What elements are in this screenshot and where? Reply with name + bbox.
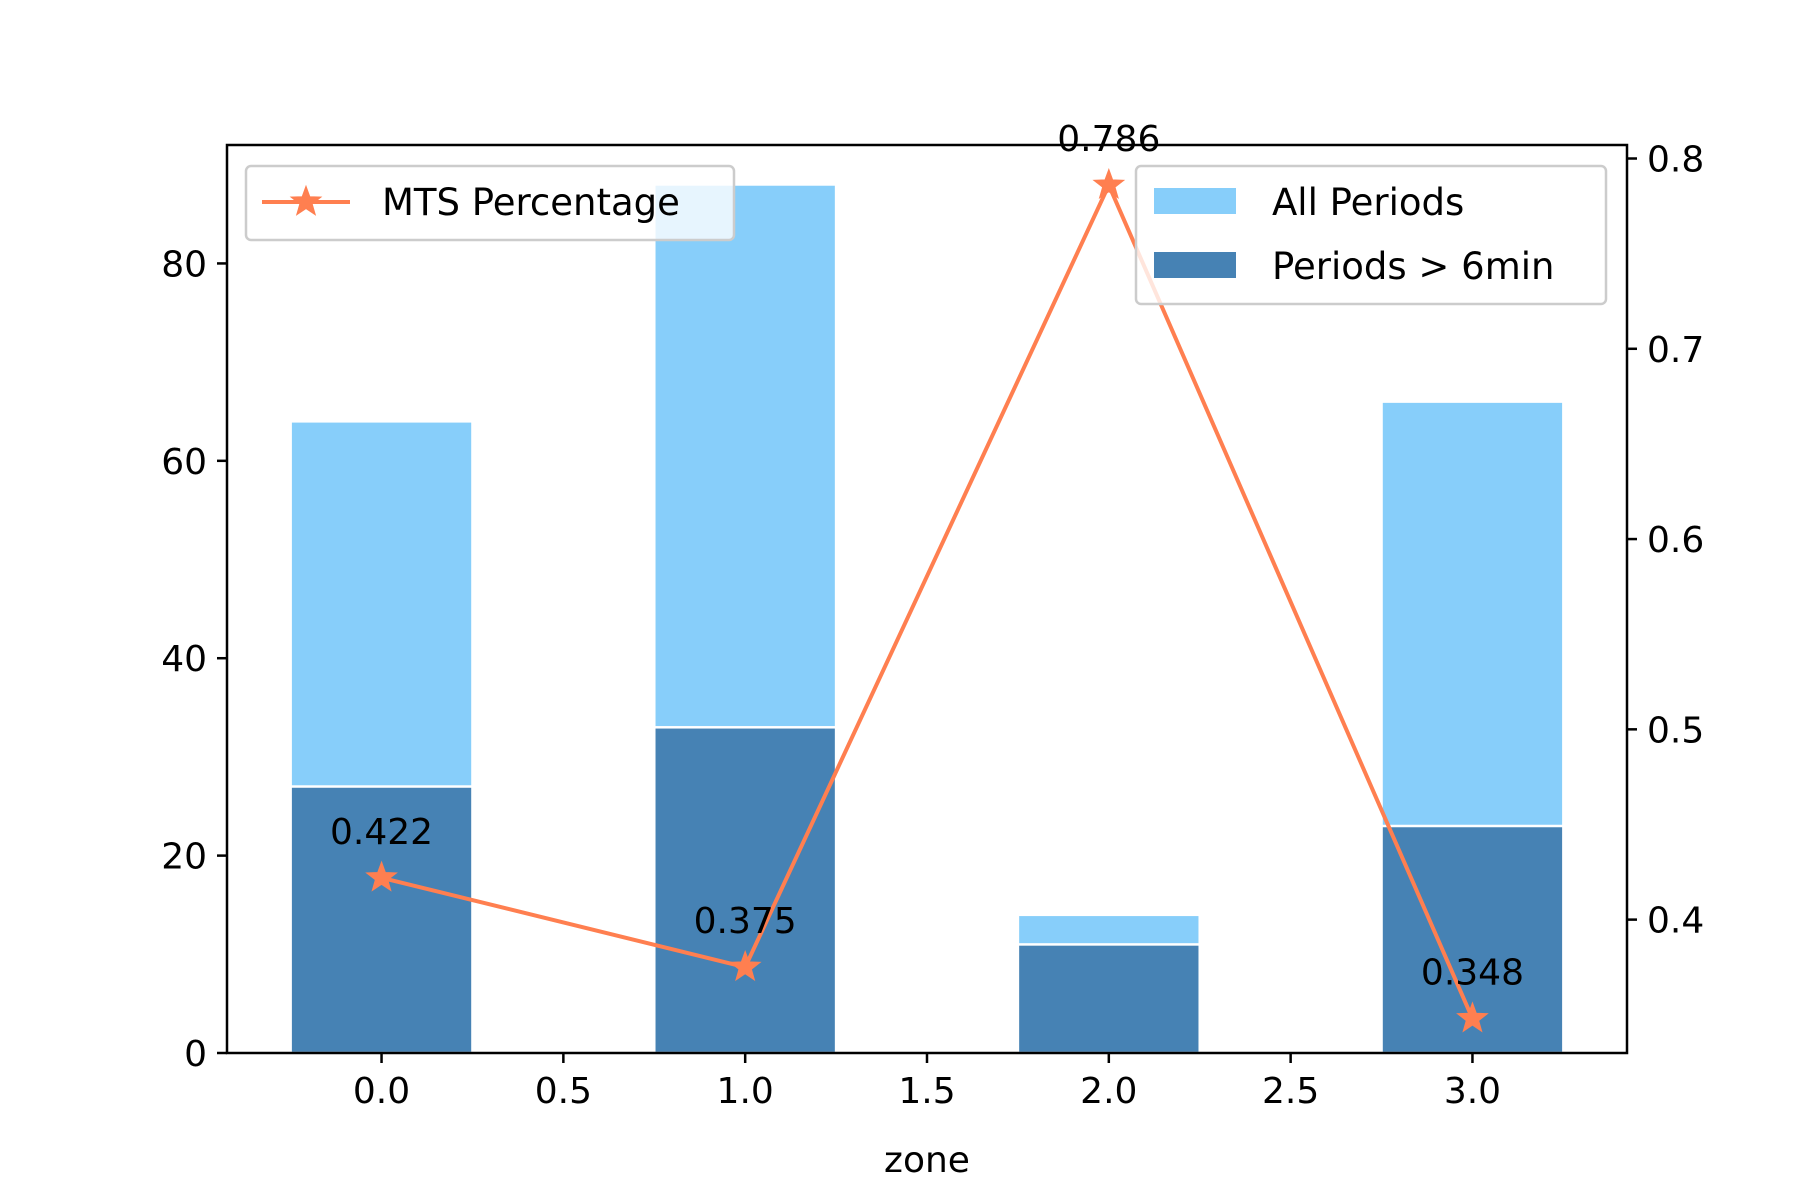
y-axis-right: 0.4 0.5 0.6 0.7 0.8 (1627, 140, 1704, 942)
data-labels: 0.422 0.375 0.786 0.348 (330, 119, 1524, 993)
bar-periods-over-6min-1 (653, 726, 838, 1055)
x-tick-label-3: 1.5 (898, 1071, 955, 1112)
y-axis-left: 0 20 40 60 80 (161, 244, 227, 1075)
y2-tick-label-0: 0.4 (1647, 901, 1704, 942)
bars-layer (289, 183, 1565, 1055)
mts-percentage-point-3 (1456, 1001, 1489, 1033)
y-tick-label-1: 20 (161, 837, 207, 878)
y-tick-label-3: 60 (161, 442, 207, 483)
x-axis-title: zone (884, 1140, 970, 1181)
mts-percentage-label-0: 0.422 (330, 812, 433, 853)
legend-swatch-all-periods (1154, 188, 1236, 214)
y-tick-label-4: 80 (161, 244, 207, 285)
legend-swatch-periods-over-6min (1154, 252, 1236, 278)
legend-label-all-periods: All Periods (1272, 181, 1464, 224)
y-tick-label-0: 0 (184, 1034, 207, 1075)
x-tick-label-6: 3.0 (1444, 1071, 1501, 1112)
y-tick-label-2: 40 (161, 639, 207, 680)
bar-periods-over-6min-2 (1016, 943, 1201, 1055)
legend-star-icon (289, 184, 323, 216)
mts-percentage-point-2 (1092, 167, 1126, 200)
mts-percentage-point-1 (728, 950, 762, 982)
y2-tick-label-2: 0.6 (1647, 520, 1704, 561)
mts-percentage-point-0 (365, 860, 398, 892)
mts-percentage-label-2: 0.786 (1057, 119, 1160, 160)
legend-label-mts-percentage: MTS Percentage (382, 181, 680, 224)
legend-label-periods-over-6min: Periods > 6min (1272, 245, 1555, 288)
line-layer (365, 167, 1489, 1033)
x-tick-label-2: 1.0 (717, 1071, 774, 1112)
mts-percentage-line (381, 180, 1475, 1020)
mts-percentage-label-1: 0.375 (694, 901, 797, 942)
y2-tick-label-4: 0.8 (1647, 140, 1704, 181)
legend-bars: All Periods Periods > 6min (1134, 164, 1608, 306)
x-tick-label-4: 2.0 (1080, 1071, 1137, 1112)
x-axis: 0.0 0.5 1.0 1.5 2.0 2.5 3.0 (353, 1053, 1501, 1112)
legend-line: MTS Percentage (244, 164, 736, 242)
x-tick-label-0: 0.0 (353, 1071, 410, 1112)
y2-tick-label-3: 0.7 (1647, 330, 1704, 371)
bar-periods-over-6min-0 (289, 785, 474, 1055)
mts-percentage-label-3: 0.348 (1421, 953, 1524, 994)
x-tick-label-1: 0.5 (535, 1071, 592, 1112)
legend-line-frame (244, 164, 736, 242)
y2-tick-label-1: 0.5 (1647, 710, 1704, 751)
x-tick-label-5: 2.5 (1262, 1071, 1319, 1112)
legend-bars-frame (1134, 164, 1608, 306)
